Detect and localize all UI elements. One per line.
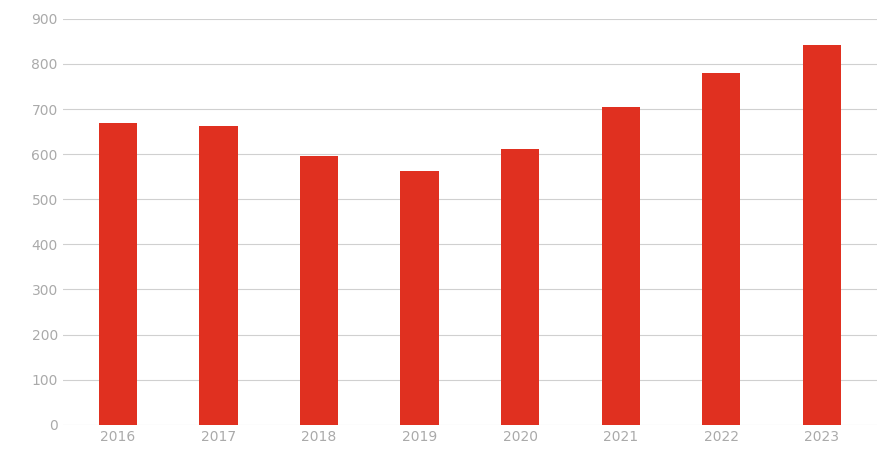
Bar [299, 156, 338, 425]
Bar [98, 123, 137, 425]
Bar [501, 149, 539, 425]
Bar [702, 74, 739, 425]
Bar [400, 171, 438, 425]
Bar [601, 107, 639, 425]
Bar [199, 126, 237, 425]
Bar [802, 44, 840, 425]
